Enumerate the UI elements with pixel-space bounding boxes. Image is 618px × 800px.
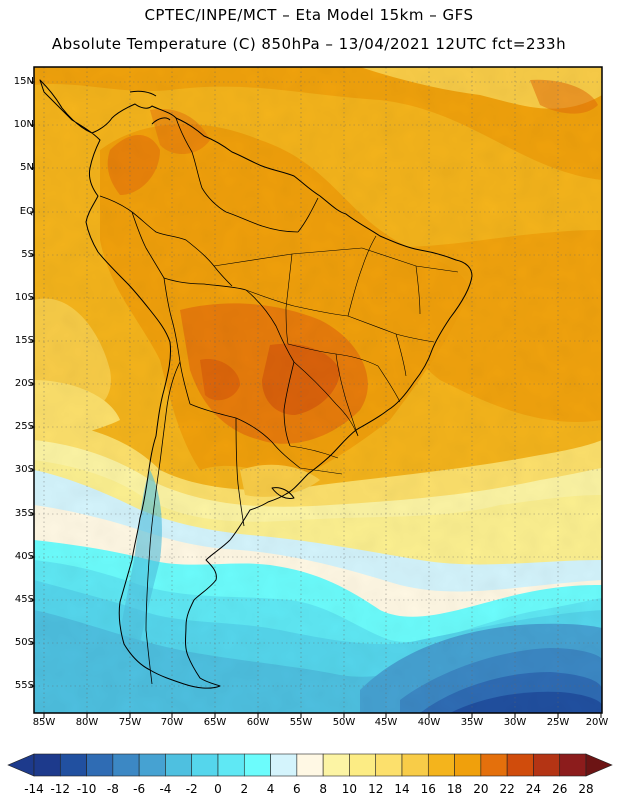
state-borders	[213, 235, 459, 475]
lon-label: 60W	[246, 717, 270, 728]
color-scale-cell	[270, 753, 298, 777]
lat-label: 15N	[13, 76, 34, 87]
color-scale-label: -12	[50, 782, 71, 796]
lat-label: 40S	[14, 551, 34, 562]
color-scale-label: 22	[499, 782, 515, 796]
lat-label: 10S	[14, 292, 34, 303]
chart-title-line1: CPTEC/INPE/MCT – Eta Model 15km – GFS	[144, 6, 474, 24]
lon-label: 80W	[75, 717, 99, 728]
color-scale-label: 0	[214, 782, 222, 796]
temperature-field	[34, 67, 602, 713]
lon-label: 55W	[289, 717, 313, 728]
color-scale-cell	[349, 753, 377, 777]
lat-label: 5N	[20, 162, 34, 173]
color-scale-cell	[375, 753, 403, 777]
color-scale-cell	[559, 753, 587, 777]
lat-label: 5S	[21, 249, 34, 260]
lon-label: 45W	[374, 717, 398, 728]
color-scale-cell	[165, 753, 193, 777]
axis-ticks	[30, 81, 602, 718]
chart-title-line2: Absolute Temperature (C) 850hPa – 13/04/…	[51, 35, 567, 53]
color-scale-cell	[506, 753, 534, 777]
lon-label: 25W	[546, 717, 570, 728]
color-scale-cell	[533, 753, 561, 777]
color-scale-cell	[86, 753, 114, 777]
color-scale-label: 20	[473, 782, 489, 796]
color-scale-label: 6	[293, 782, 301, 796]
lat-label: EQ	[19, 206, 34, 217]
lat-label: 15S	[14, 335, 34, 346]
color-scale-cell	[454, 753, 482, 777]
color-scale-label: -2	[185, 782, 198, 796]
color-scale-cell	[7, 753, 35, 777]
color-scale-label: 28	[578, 782, 594, 796]
color-scale-label: -6	[133, 782, 146, 796]
country-borders	[99, 117, 319, 685]
lon-label: 85W	[32, 717, 56, 728]
lon-label: 30W	[503, 717, 527, 728]
color-scale-label: 8	[319, 782, 327, 796]
color-scale-label: 24	[525, 782, 542, 796]
lat-label: 35S	[14, 508, 34, 519]
color-scale-label: 26	[552, 782, 568, 796]
lat-label: 10N	[13, 119, 34, 130]
color-scale-label: 10	[341, 782, 358, 796]
lon-label: 20W	[585, 717, 609, 728]
color-scale-label: -8	[106, 782, 119, 796]
color-scale-cell	[243, 753, 271, 777]
color-scale-label: 2	[240, 782, 249, 796]
color-scale-bar	[7, 753, 613, 777]
color-scale-cell	[401, 753, 429, 777]
color-scale-label: 12	[368, 782, 384, 796]
color-scale-cell	[585, 753, 613, 777]
color-scale-label: -4	[159, 782, 172, 796]
color-scale-label: 18	[446, 782, 463, 796]
map-frame	[33, 66, 603, 714]
color-scale-cell	[217, 753, 245, 777]
color-scale-label: 4	[266, 782, 275, 796]
color-scale-label: -14	[24, 782, 44, 796]
lon-label: 65W	[203, 717, 227, 728]
lat-label: 25S	[14, 421, 34, 432]
color-scale-cell	[112, 753, 140, 777]
color-scale-cell	[480, 753, 508, 777]
color-scale-cell	[296, 753, 324, 777]
lon-label: 40W	[417, 717, 441, 728]
color-scale-label: 14	[394, 782, 410, 796]
lat-label: 20S	[14, 378, 34, 389]
color-scale-label: 16	[420, 782, 436, 796]
lon-label: 70W	[160, 717, 184, 728]
color-scale-cell	[322, 753, 350, 777]
lat-label: 50S	[14, 637, 34, 648]
lat-label: 30S	[14, 464, 34, 475]
lat-label: 45S	[14, 594, 34, 605]
color-scale-cell	[33, 753, 61, 777]
color-scale-cell	[138, 753, 166, 777]
color-scale-cell	[59, 753, 87, 777]
lon-label: 35W	[460, 717, 484, 728]
color-scale-cell	[191, 753, 219, 777]
color-scale-label: -10	[76, 782, 97, 796]
lat-label: 55S	[14, 680, 34, 691]
coastlines	[39, 79, 473, 689]
color-scale-cell	[427, 753, 455, 777]
lon-label: 50W	[332, 717, 356, 728]
lon-label: 75W	[118, 717, 142, 728]
